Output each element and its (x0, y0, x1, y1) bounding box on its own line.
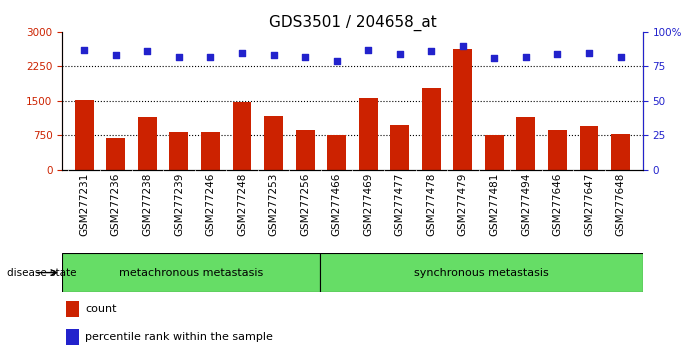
Point (205, 54, 216, 59)
Text: disease state: disease state (7, 268, 77, 278)
Text: metachronous metastasis: metachronous metastasis (119, 268, 263, 278)
Point (300, 54, 311, 59)
Point (173, 54, 184, 59)
Text: GSM277647: GSM277647 (584, 172, 594, 236)
Text: GSM277256: GSM277256 (300, 172, 310, 236)
Bar (106, 138, 125, 170)
Point (111, 52, 122, 58)
Bar (233, 102, 252, 170)
Text: GSM277648: GSM277648 (616, 172, 625, 236)
Text: GSM277238: GSM277238 (142, 172, 152, 236)
Text: GSM277248: GSM277248 (237, 172, 247, 236)
Text: GSM277253: GSM277253 (269, 172, 278, 236)
Text: GSM277494: GSM277494 (521, 172, 531, 236)
Point (520, 54, 531, 59)
Bar (390, 125, 409, 170)
Point (615, 54, 626, 59)
Bar (580, 126, 598, 170)
Point (426, 48, 437, 54)
FancyBboxPatch shape (320, 253, 643, 292)
Text: GSM277469: GSM277469 (363, 172, 373, 236)
Text: synchronous metastasis: synchronous metastasis (414, 268, 549, 278)
Point (583, 50, 594, 56)
Bar (485, 135, 504, 170)
Point (268, 52, 279, 58)
Point (142, 48, 153, 54)
Bar (327, 135, 346, 170)
Point (457, 43, 468, 48)
Bar (66, 329, 79, 345)
Text: GSM277478: GSM277478 (426, 172, 436, 236)
Bar (264, 116, 283, 170)
Bar (66, 301, 79, 317)
Bar (138, 117, 157, 170)
Point (489, 55, 500, 61)
Bar (296, 130, 314, 170)
Text: count: count (85, 304, 117, 314)
Text: GSM277466: GSM277466 (332, 172, 341, 236)
Point (363, 47, 374, 53)
Title: GDS3501 / 204658_at: GDS3501 / 204658_at (269, 14, 436, 30)
Text: GSM277646: GSM277646 (553, 172, 562, 236)
Bar (548, 130, 567, 170)
Point (236, 50, 247, 56)
Bar (75, 101, 94, 170)
Bar (169, 132, 189, 170)
Text: GSM277236: GSM277236 (111, 172, 121, 236)
Text: GSM277239: GSM277239 (174, 172, 184, 236)
Bar (359, 98, 378, 170)
Text: GSM277246: GSM277246 (205, 172, 216, 236)
Bar (422, 88, 441, 170)
Bar (453, 49, 472, 170)
Point (552, 51, 563, 57)
Text: GSM277479: GSM277479 (458, 172, 468, 236)
Text: GSM277231: GSM277231 (79, 172, 89, 236)
Point (394, 51, 405, 57)
Point (331, 58, 342, 64)
Text: GSM277477: GSM277477 (395, 172, 405, 236)
Bar (516, 117, 536, 170)
Text: percentile rank within the sample: percentile rank within the sample (85, 332, 273, 342)
FancyBboxPatch shape (62, 253, 320, 292)
Text: GSM277481: GSM277481 (489, 172, 500, 236)
Bar (201, 132, 220, 170)
Bar (611, 135, 630, 170)
Point (79, 47, 90, 53)
